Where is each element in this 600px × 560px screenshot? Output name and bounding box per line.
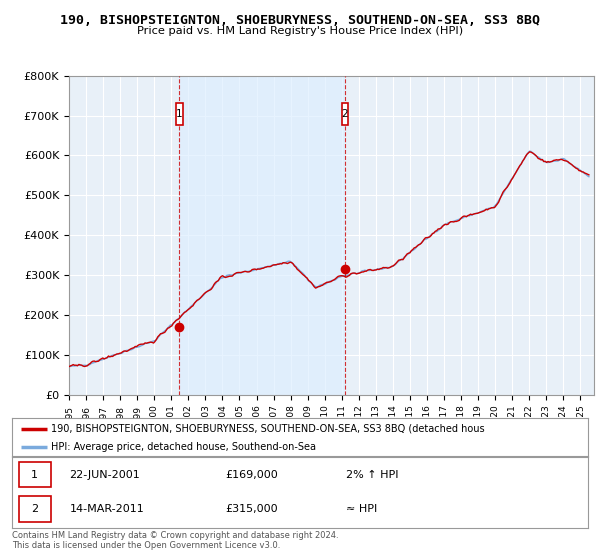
Text: £169,000: £169,000 — [225, 470, 278, 479]
Bar — [179, 76, 345, 395]
Text: HPI: Average price, detached house, Southend-on-Sea: HPI: Average price, detached house, Sout… — [51, 442, 316, 452]
FancyBboxPatch shape — [19, 497, 50, 522]
Text: 2: 2 — [31, 504, 38, 514]
Text: 190, BISHOPSTEIGNTON, SHOEBURYNESS, SOUTHEND-ON-SEA, SS3 8BQ (detached hous: 190, BISHOPSTEIGNTON, SHOEBURYNESS, SOUT… — [51, 424, 485, 434]
FancyBboxPatch shape — [19, 462, 50, 487]
Text: £315,000: £315,000 — [225, 504, 278, 514]
Text: 22-JUN-2001: 22-JUN-2001 — [70, 470, 140, 479]
Text: 2% ↑ HPI: 2% ↑ HPI — [346, 470, 398, 479]
Text: 1: 1 — [176, 109, 182, 119]
Text: Price paid vs. HM Land Registry's House Price Index (HPI): Price paid vs. HM Land Registry's House … — [137, 26, 463, 36]
Text: 2: 2 — [341, 109, 348, 119]
Text: 190, BISHOPSTEIGNTON, SHOEBURYNESS, SOUTHEND-ON-SEA, SS3 8BQ: 190, BISHOPSTEIGNTON, SHOEBURYNESS, SOUT… — [60, 14, 540, 27]
FancyBboxPatch shape — [176, 103, 182, 125]
Text: ≈ HPI: ≈ HPI — [346, 504, 377, 514]
Text: 1: 1 — [31, 470, 38, 479]
Text: 14-MAR-2011: 14-MAR-2011 — [70, 504, 145, 514]
Text: Contains HM Land Registry data © Crown copyright and database right 2024.
This d: Contains HM Land Registry data © Crown c… — [12, 531, 338, 550]
FancyBboxPatch shape — [342, 103, 348, 125]
